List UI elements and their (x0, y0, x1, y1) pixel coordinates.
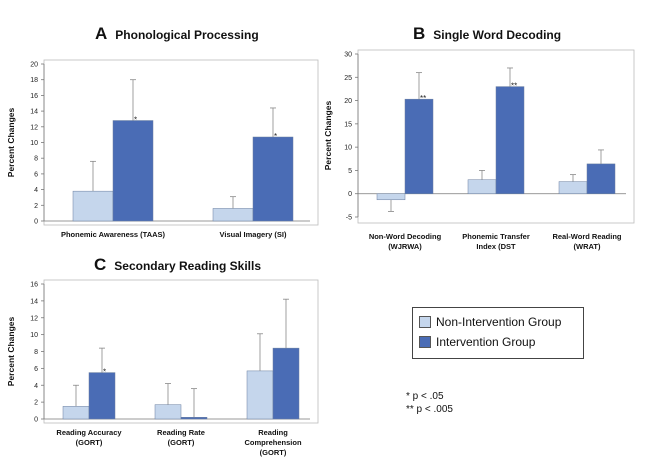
legend-label-intervention: Intervention Group (436, 335, 536, 349)
panel-b-bar-intervention (586, 163, 616, 194)
panel-b-category-label: (WJRWA) (388, 242, 422, 251)
panel-c-name: Secondary Reading Skills (114, 259, 261, 273)
panel-c-category-label: (GORT) (168, 438, 195, 447)
panel-a-name: Phonological Processing (115, 28, 259, 42)
panel-a-y-label: Percent Changes (6, 108, 16, 178)
panel-b-category-label: Index (DST (476, 242, 516, 251)
panel-b-bar-intervention (404, 98, 434, 194)
panel-b-y-label: Percent Changes (323, 101, 333, 171)
panel-a-ytick-label: 10 (30, 140, 38, 147)
panel-b-ytick-label: 25 (344, 75, 352, 82)
panel-c-title: C Secondary Reading Skills (94, 255, 261, 275)
significance-note-double: ** p < .005 (406, 404, 453, 415)
panel-c-y-label: Percent Changes (6, 317, 16, 387)
panel-c-ytick-label: 4 (34, 383, 38, 390)
panel-c-bar-non-intervention (62, 406, 90, 420)
panel-c-ytick-label: 2 (34, 400, 38, 407)
legend-swatch-non-intervention (419, 316, 431, 328)
panel-c-ytick-label: 10 (30, 332, 38, 339)
panel-c-ytick-label: 6 (34, 366, 38, 373)
panel-c-category-label: Reading Accuracy (56, 428, 122, 437)
panel-c-category-label: Reading (258, 428, 288, 437)
panel-a-ytick-label: 18 (30, 77, 38, 84)
panel-a-bar-intervention (252, 136, 294, 222)
panel-b-name: Single Word Decoding (433, 28, 562, 42)
panel-a-ytick-label: 20 (30, 62, 38, 69)
panel-b-category-label: Non-Word Decoding (369, 232, 442, 241)
legend-item-intervention: Intervention Group (419, 335, 535, 349)
significance-note-single: * p < .05 (406, 391, 444, 402)
panel-a-bar-non-intervention (72, 190, 114, 222)
panel-c-category-label: Reading Rate (157, 428, 205, 437)
panel-c-category-label: Comprehension (244, 438, 302, 447)
panel-b-bar-non-intervention (558, 181, 588, 194)
panel-a-ytick-label: 4 (34, 187, 38, 194)
panel-c-ytick-label: 14 (30, 298, 38, 305)
panel-b-category-label: Phonemic Transfer (462, 232, 530, 241)
panel-a-bar-intervention (112, 120, 154, 222)
panel-b-category-label: (WRAT) (574, 242, 601, 251)
panel-b-ytick-label: 0 (348, 191, 352, 198)
panel-c-ytick-label: 12 (30, 315, 38, 322)
panel-c-significance-marker: * (103, 368, 106, 377)
panel-b-bar-non-intervention (376, 193, 406, 201)
panel-a-ytick-label: 2 (34, 203, 38, 210)
panel-a-ytick-label: 12 (30, 124, 38, 131)
panel-a-category-label: Visual Imagery (SI) (220, 230, 287, 239)
legend: Non-Intervention Group Intervention Grou… (412, 307, 584, 359)
panel-c-bar-non-intervention (154, 404, 182, 420)
panel-c-bar-intervention (272, 347, 300, 420)
panel-a-significance-marker: * (134, 116, 137, 125)
panel-c-bar-intervention (88, 372, 116, 420)
panel-b-letter: B (413, 24, 426, 43)
panel-b-bar-intervention (495, 86, 525, 194)
panel-b-ytick-label: 20 (344, 98, 352, 105)
panel-a-title: A Phonological Processing (95, 24, 259, 44)
panel-a-significance-marker: * (274, 132, 277, 141)
panel-b-ytick-label: 5 (348, 168, 352, 175)
panel-b-ytick-label: 30 (344, 52, 352, 59)
panel-c-category-label: (GORT) (76, 438, 103, 447)
panel-b-ytick-label: 10 (344, 145, 352, 152)
panel-b-title: B Single Word Decoding (413, 24, 561, 44)
panel-c-category-label: (GORT) (260, 448, 287, 457)
panel-a-ytick-label: 6 (34, 171, 38, 178)
panel-a-ytick-label: 14 (30, 109, 38, 116)
panel-c-bar-intervention (180, 417, 208, 420)
panel-b-ytick-label: -5 (346, 215, 352, 222)
legend-label-non-intervention: Non-Intervention Group (436, 315, 562, 329)
panel-b-ytick-label: 15 (344, 121, 352, 128)
panel-a-bar-non-intervention (212, 208, 254, 222)
panel-b-bar-non-intervention (467, 179, 497, 194)
panel-a-letter: A (95, 24, 108, 43)
panel-c-ytick-label: 16 (30, 282, 38, 289)
panel-a-ytick-label: 16 (30, 93, 38, 100)
panel-b-significance-marker: ** (511, 82, 517, 91)
panel-a-ytick-label: 8 (34, 156, 38, 163)
panel-c-letter: C (94, 255, 107, 274)
panel-a-category-label: Phonemic Awareness (TAAS) (61, 230, 166, 239)
legend-item-non-intervention: Non-Intervention Group (419, 315, 561, 329)
panel-b-category-label: Real-Word Reading (552, 232, 621, 241)
legend-swatch-intervention (419, 336, 431, 348)
panel-b-significance-marker: ** (420, 94, 426, 103)
panel-c-ytick-label: 0 (34, 417, 38, 424)
panel-c-ytick-label: 8 (34, 349, 38, 356)
panel-c-bar-non-intervention (246, 370, 274, 420)
panel-a-ytick-label: 0 (34, 219, 38, 226)
